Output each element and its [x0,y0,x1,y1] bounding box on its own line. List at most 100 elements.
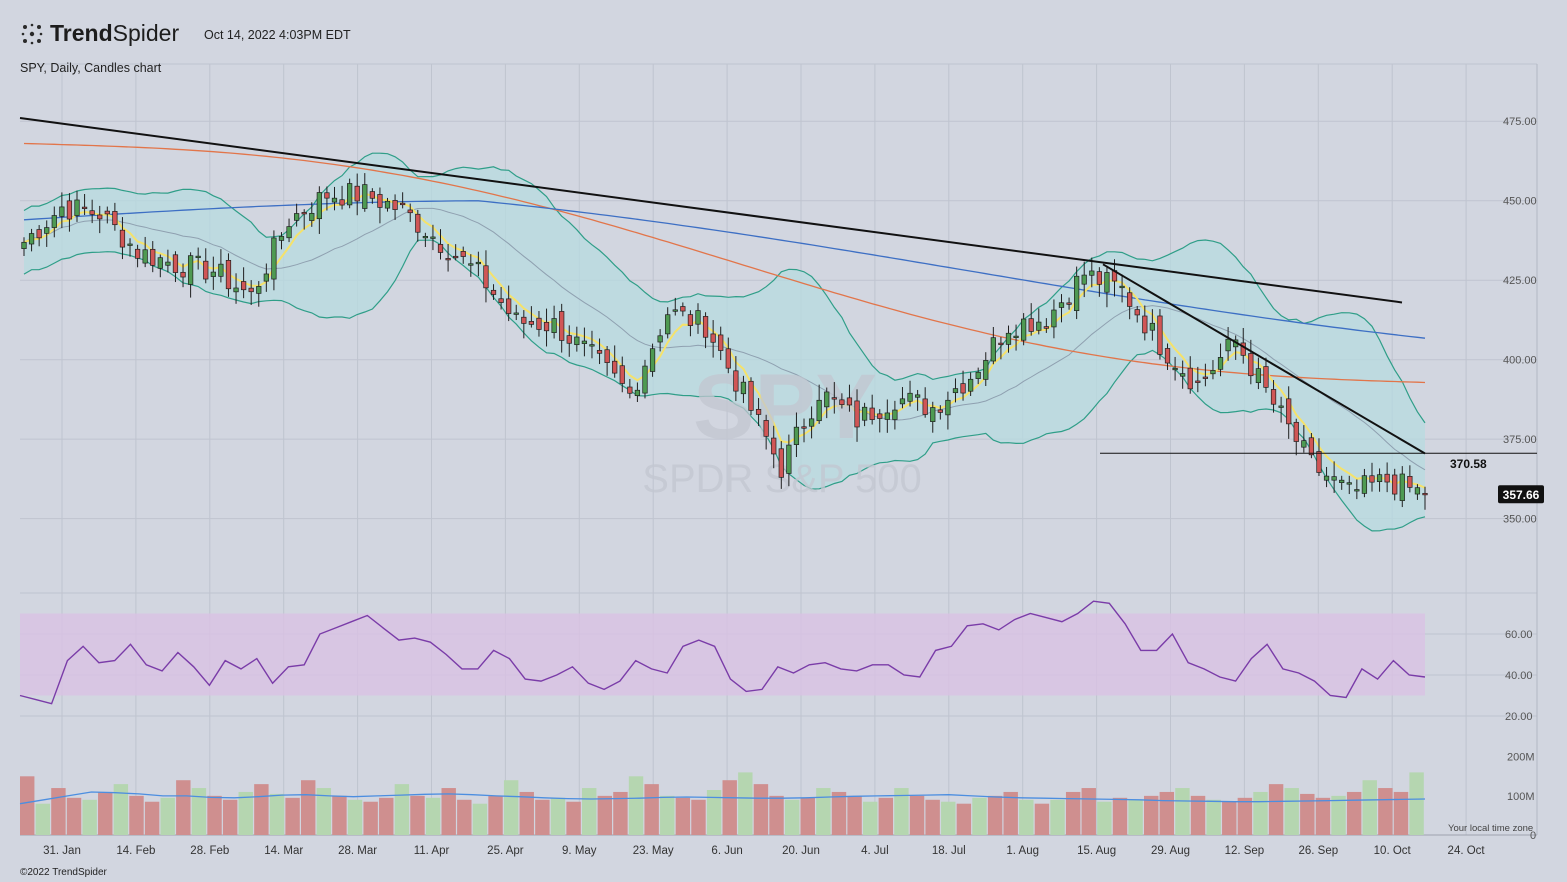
volume-bar [144,801,160,835]
candle-body [718,334,724,351]
watermark-symbol: SPY [693,356,877,458]
volume-bar [1112,797,1128,835]
candle-body [490,289,497,295]
volume-bar [722,780,737,835]
candle-body [937,409,943,413]
chart-timestamp: Oct 14, 2022 4:03PM EDT [204,28,351,42]
candle-body [1036,321,1042,331]
volume-bar [1050,799,1065,835]
volume-bar [784,799,800,835]
candle-body [907,392,913,402]
candle-body [1142,315,1148,334]
volume-bar [425,797,441,835]
volume-bar [176,780,191,835]
candle-body [157,257,163,269]
date-tick-label: 14. Mar [264,845,303,857]
volume-bar [878,797,894,835]
candle-body [460,251,466,257]
candle-body [21,241,27,250]
candle-body [733,370,739,392]
candle-body [1074,275,1080,311]
candle-body [369,191,375,199]
volume-bar [488,795,503,835]
volume-bar [644,784,659,835]
candle-body [127,243,133,246]
date-tick-label: 28. Mar [338,845,377,857]
candle-body [649,348,656,372]
volume-bar [1409,772,1424,835]
candle-body [301,212,307,215]
volume-bar [1019,799,1034,835]
date-tick-label: 11. Apr [414,845,450,857]
volume-bar [987,795,1003,835]
candle-body [899,398,906,405]
candle-body [1323,475,1330,481]
volume-bar [972,797,987,835]
volume-bar [1065,791,1081,835]
candle-body [801,426,807,429]
candle-body [604,349,610,363]
candle-body [324,192,330,199]
rsi-tick-label: 60.00 [1505,629,1533,641]
candle-body [740,381,747,395]
candle-body [975,371,981,379]
candle-body [180,271,186,278]
candle-body [1331,476,1337,481]
candle-body [869,407,875,420]
candle-body [922,398,928,415]
candle-body [998,342,1004,345]
volume-bar [207,795,222,835]
candle-body [831,397,837,400]
volume-bar [660,795,675,835]
candle-body [331,197,338,203]
spider-logo-icon [21,23,43,44]
candle-body [589,344,595,347]
candle-body [316,192,322,220]
price-tick-label: 400.00 [1503,355,1537,367]
volume-bar [1003,791,1018,835]
volume-bar [285,797,300,835]
candle-body [786,444,792,474]
volume-bar [472,803,488,835]
candle-body [960,383,966,394]
axes-labels: 475.00 450.00 425.00 400.00 375.00 350.00 357.… [43,116,1544,857]
candle-body [877,413,883,419]
candle-body [967,378,974,392]
candle-body [983,360,989,380]
volume-bar [1378,788,1393,835]
volume-bar [831,791,847,835]
candle-body [165,261,171,266]
volume-bar [410,795,425,835]
candle-body [930,407,936,422]
candle-body [1081,274,1087,285]
date-tick-label: 6. Jun [711,845,742,857]
trendline [19,117,1403,304]
candle-body [1301,440,1307,448]
candle-body [1089,270,1095,276]
candle-body [1339,479,1345,483]
volume-bar [66,797,82,835]
candle-body [1104,272,1110,293]
candle-body [218,263,224,277]
candle-body [581,340,588,344]
candle-body [763,420,769,437]
volume-bar [909,795,925,835]
volume-bar [925,799,940,835]
volume-bar [847,795,862,835]
candle-body [990,337,996,362]
sma-200-line [23,200,1426,339]
candle-body [294,213,300,221]
candle-body [437,244,444,253]
candle-body [150,248,156,266]
candle-body [445,258,451,261]
volume-bar [738,772,753,835]
candle-body [725,348,731,369]
candle-body [1028,318,1034,332]
volume-bar [691,799,706,835]
date-tick-label: 31. Jan [43,845,81,857]
price-tick-label: 425.00 [1503,275,1537,287]
candle-body [1255,368,1262,384]
volume-bar [1393,791,1409,835]
date-tick-label: 12. Sep [1225,845,1265,857]
volume-bar [269,793,285,835]
